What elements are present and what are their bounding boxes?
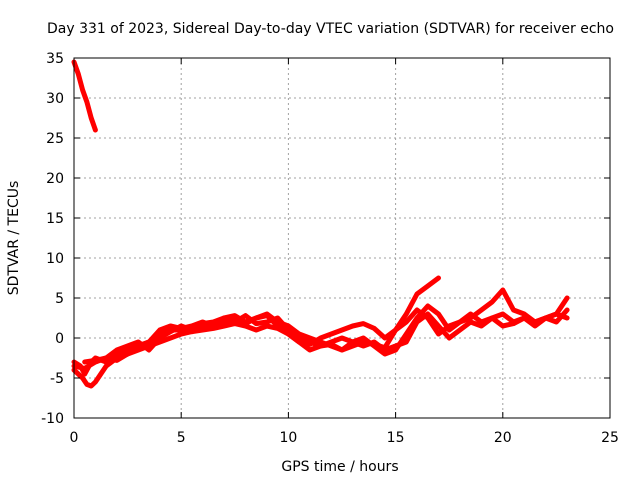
series-line-trace-c	[82, 287, 570, 365]
y-tick-label: 10	[46, 251, 64, 267]
axis-layer: 0 5 10 15 20 25 -10 -5 0 5 10 15 20 25 30 35	[41, 51, 619, 446]
x-tick-label: 5	[177, 430, 186, 446]
y-tick-label: 30	[46, 91, 64, 107]
series-layer	[71, 59, 570, 389]
y-tick-label: -10	[41, 411, 64, 427]
y-tick-label: 15	[46, 211, 64, 227]
y-tick-label: 35	[46, 51, 64, 67]
series-line-trace-d	[71, 307, 570, 371]
x-tick-label: 0	[70, 430, 79, 446]
y-tick-label: -5	[50, 371, 64, 387]
y-tick-label: 5	[55, 291, 64, 307]
x-tick-label: 10	[279, 430, 297, 446]
series-line-segment-early-high	[71, 59, 98, 133]
x-tick-label: 20	[494, 430, 512, 446]
x-tick-label: 25	[601, 430, 619, 446]
grid-layer	[74, 58, 610, 418]
plot-frame	[73, 57, 611, 419]
y-tick-label: 20	[46, 171, 64, 187]
x-axis-label: GPS time / hours	[281, 459, 398, 475]
chart-title: Day 331 of 2023, Sidereal Day-to-day VTE…	[47, 21, 614, 37]
y-tick-label: 0	[55, 331, 64, 347]
y-tick-label: 25	[46, 131, 64, 147]
x-tick-label: 15	[387, 430, 405, 446]
y-axis-label: SDTVAR / TECUs	[6, 181, 22, 296]
